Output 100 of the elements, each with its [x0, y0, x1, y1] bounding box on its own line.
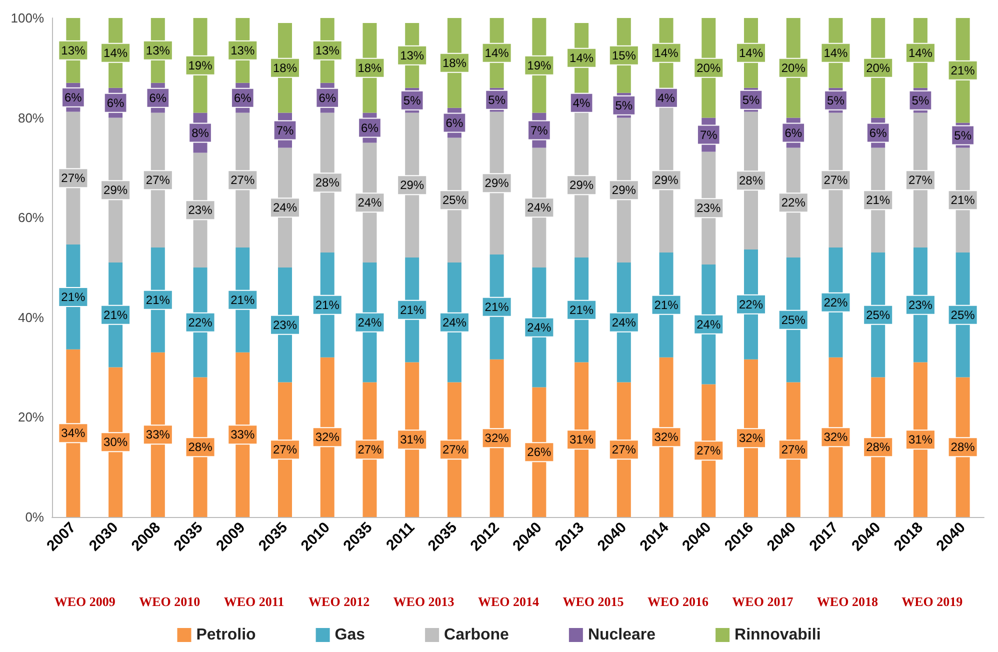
data-label: 22%	[781, 196, 806, 210]
data-label: 21%	[570, 302, 594, 317]
data-label: 23%	[188, 203, 213, 218]
data-label: 14%	[738, 46, 764, 60]
data-label: 32%	[315, 430, 340, 444]
data-label: 21%	[146, 292, 170, 307]
data-label: 18%	[442, 56, 467, 70]
data-label: 21%	[484, 300, 510, 314]
data-label: 26%	[527, 445, 552, 460]
data-label: 15%	[612, 48, 636, 62]
data-label: 13%	[230, 43, 255, 58]
data-label: 21%	[400, 302, 424, 317]
data-label: 13%	[400, 48, 424, 62]
data-label: 28%	[866, 440, 890, 454]
data-label: 13%	[61, 43, 86, 58]
data-label: 20%	[866, 60, 890, 75]
data-label: 21%	[104, 308, 128, 322]
data-label: 29%	[612, 183, 636, 198]
data-label: 23%	[696, 201, 721, 216]
data-label: 29%	[484, 176, 510, 190]
data-label: 24%	[358, 196, 382, 210]
data-label: 27%	[442, 442, 467, 457]
data-label: 14%	[484, 46, 510, 60]
text: WEO 2015	[562, 594, 624, 609]
data-label: 24%	[527, 200, 552, 215]
text: WEO 2017	[732, 594, 794, 609]
data-label: 27%	[146, 173, 170, 188]
y-tick-label: 100%	[10, 10, 44, 26]
data-label: 21%	[315, 298, 340, 312]
data-label: 27%	[908, 173, 933, 188]
data-label: 24%	[442, 315, 467, 330]
text: WEO 2010	[139, 594, 200, 609]
text: WEO 2012	[308, 594, 370, 609]
data-label: 27%	[272, 442, 298, 457]
data-label: 24%	[696, 317, 721, 332]
data-label: 27%	[230, 173, 255, 188]
data-label: 22%	[824, 295, 848, 310]
y-tick-label: 0%	[25, 510, 44, 524]
data-label: 14%	[654, 46, 679, 60]
legend-label: Nucleare	[588, 626, 656, 644]
data-label: 20%	[781, 60, 806, 75]
data-label: 13%	[315, 43, 340, 58]
legend-label: Gas	[334, 626, 366, 644]
data-label: 34%	[61, 426, 86, 440]
data-label: 23%	[908, 298, 933, 312]
data-label: 21%	[950, 193, 976, 208]
data-label: 32%	[484, 431, 510, 446]
data-label: 29%	[654, 173, 679, 188]
data-label: 28%	[738, 174, 764, 188]
text: WEO 2018	[816, 594, 878, 609]
y-tick-label: 80%	[18, 110, 44, 126]
data-label: 27%	[696, 444, 721, 458]
data-label: 32%	[824, 430, 848, 444]
legend-label: Petrolio	[196, 626, 256, 644]
data-label: 23%	[272, 318, 298, 332]
data-label: 21%	[230, 292, 255, 307]
data-label: 21%	[866, 193, 890, 208]
text: WEO 2019	[902, 594, 964, 609]
data-label: 32%	[738, 431, 764, 446]
data-label: 31%	[400, 432, 424, 447]
data-label: 25%	[442, 193, 467, 208]
data-label: 31%	[908, 432, 933, 447]
data-label: 27%	[61, 171, 86, 186]
data-label: 21%	[950, 63, 976, 78]
legend-label: Carbone	[444, 626, 510, 644]
data-label: 29%	[570, 178, 594, 192]
data-label: 30%	[104, 435, 128, 450]
data-label: 31%	[570, 432, 594, 447]
y-tick-label: 60%	[18, 210, 44, 226]
data-label: 28%	[950, 440, 976, 454]
data-label: 22%	[738, 297, 764, 312]
legend-label: Rinnovabili	[734, 626, 821, 644]
data-label: 18%	[272, 60, 298, 75]
data-label: 4%	[658, 90, 676, 105]
text: WEO 2009	[54, 594, 116, 609]
data-label: 24%	[358, 315, 382, 330]
data-label: 14%	[908, 46, 933, 60]
text: WEO 2013	[393, 594, 455, 609]
y-tick-label: 40%	[18, 310, 44, 325]
data-label: 29%	[400, 178, 424, 192]
data-label: 33%	[146, 428, 170, 442]
data-label: 24%	[527, 320, 552, 334]
data-label: 27%	[358, 442, 382, 457]
data-label: 24%	[612, 315, 636, 330]
data-label: 19%	[527, 58, 552, 72]
data-label: 18%	[358, 60, 382, 75]
data-label: 25%	[866, 308, 890, 322]
data-label: 27%	[612, 442, 636, 457]
data-label: 13%	[146, 43, 170, 58]
data-label: 28%	[315, 176, 340, 190]
data-label: 32%	[654, 430, 679, 444]
data-label: 25%	[781, 312, 806, 327]
data-label: 14%	[104, 46, 128, 60]
data-label: 14%	[824, 46, 848, 60]
text: WEO 2011	[224, 594, 284, 609]
data-label: 27%	[824, 173, 848, 188]
data-label: 27%	[781, 442, 806, 457]
y-tick-label: 20%	[18, 410, 44, 425]
data-label: 8%	[192, 126, 210, 140]
data-label: 22%	[188, 315, 213, 330]
